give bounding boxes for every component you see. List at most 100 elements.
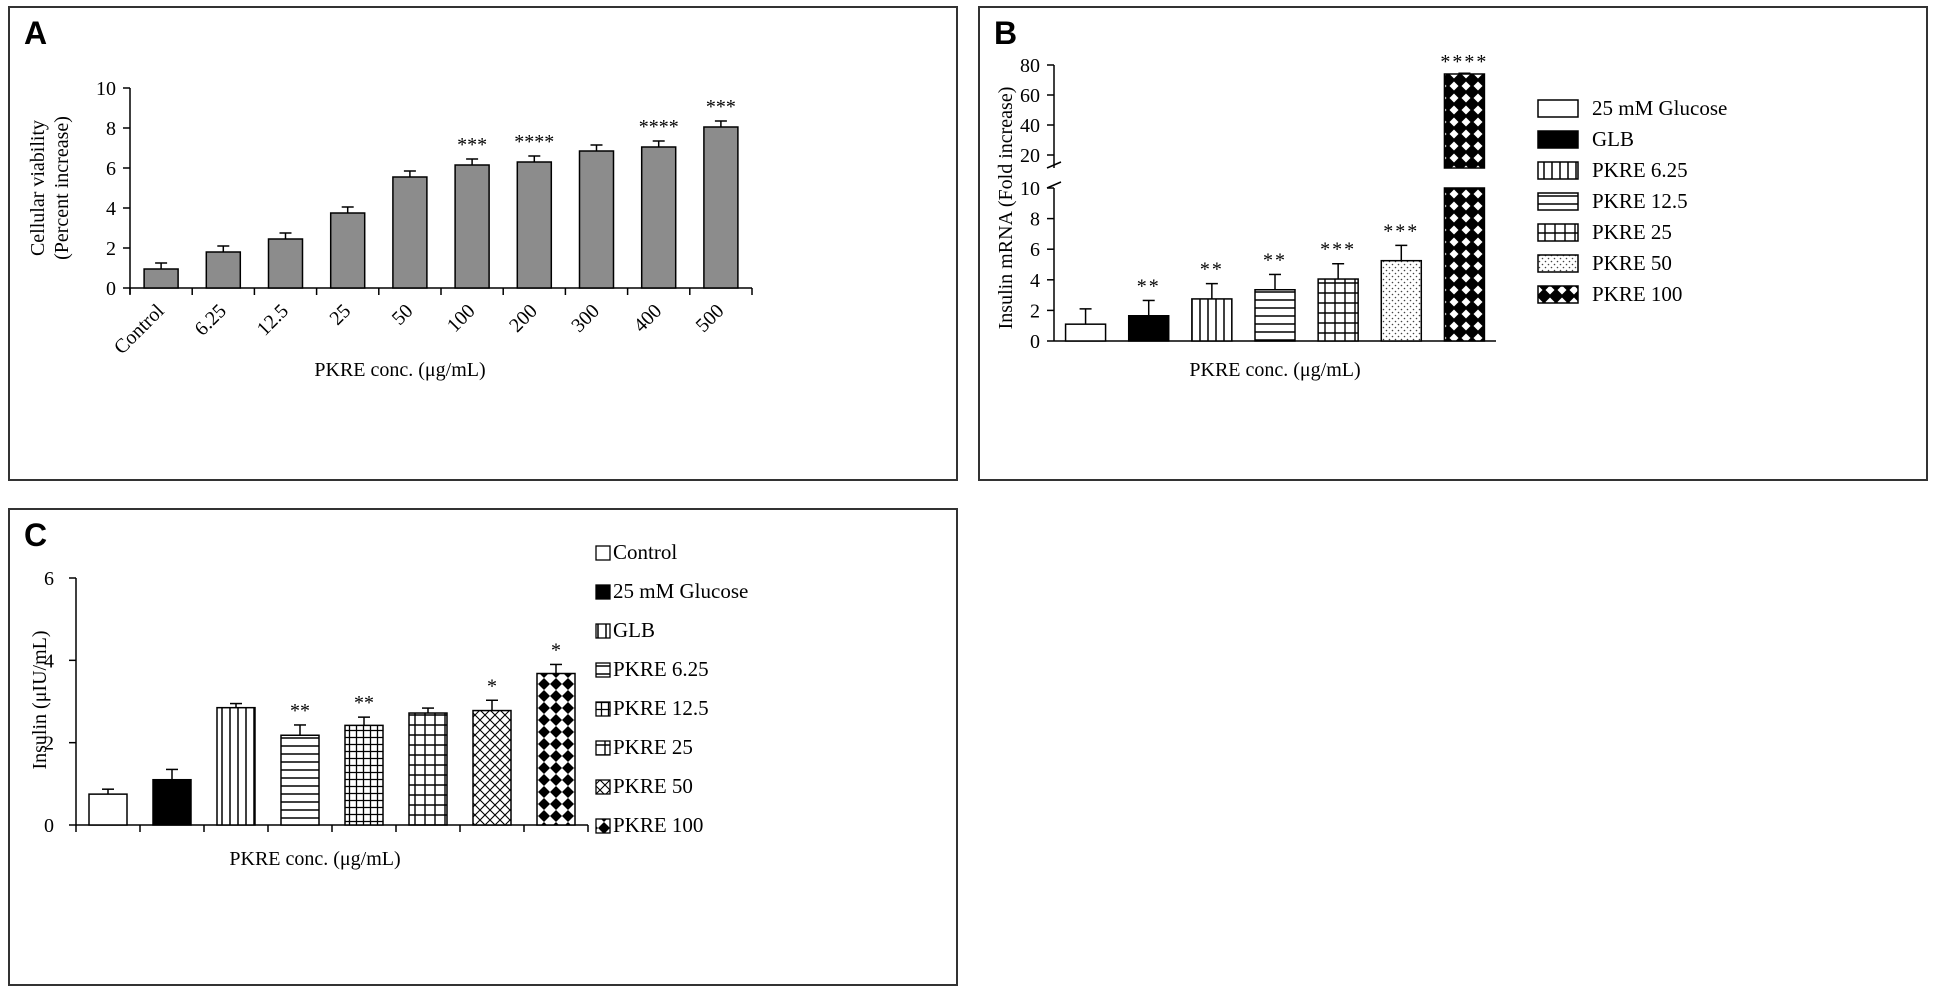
legend-label-b-2: PKRE 6.25 <box>1592 158 1688 182</box>
bar-a-3 <box>329 212 366 289</box>
legend-label-b-0: 25 mM Glucose <box>1592 96 1727 120</box>
legend-swatch-c-0 <box>595 545 611 561</box>
y-tick-label-b: 4 <box>1030 270 1040 292</box>
legend-swatch-b-2 <box>1537 161 1579 180</box>
y-tick-label-a: 8 <box>106 118 116 140</box>
legend-label-b-1: GLB <box>1592 127 1634 151</box>
legend-swatch-b-0 <box>1537 99 1579 118</box>
legend-swatch-c-6 <box>595 779 611 795</box>
panel-label-c: C <box>24 517 47 553</box>
significance-b-2: ** <box>1200 259 1224 281</box>
panel-label-b: B <box>994 15 1017 51</box>
x-tick-label-a-3: 25 <box>326 300 356 330</box>
legend-swatch-b-6 <box>1537 285 1579 304</box>
x-tick-label-a-0: Control <box>110 300 169 359</box>
bar-b-1 <box>1127 315 1170 342</box>
bar-c-5 <box>408 712 448 826</box>
y-tick-label-c: 0 <box>44 815 54 837</box>
significance-c-7: * <box>551 639 561 661</box>
y-axis-label-c: Insulin (μIU/mL) <box>29 630 51 769</box>
panel-a: A 0 2 4 6 8 10 Control 6.25 12.5 25 50 *** 100 **** 200… <box>8 6 958 481</box>
legend-swatch-c-1 <box>595 584 611 600</box>
x-tick-label-a-8: 400 <box>629 300 666 337</box>
y-tick-label-b: 10 <box>1020 178 1040 200</box>
significance-b-1: ** <box>1137 275 1161 297</box>
y-tick-label-b: 8 <box>1030 209 1040 231</box>
legend-swatch-c-3 <box>595 662 611 678</box>
bar-a-1 <box>205 251 242 289</box>
y-tick-label-a: 6 <box>106 158 116 180</box>
legend-label-c-5: PKRE 25 <box>613 735 693 759</box>
significance-b-6: **** <box>1440 51 1488 73</box>
legend-swatch-c-5 <box>595 740 611 756</box>
bar-c-4 <box>344 724 384 826</box>
bar-c-7 <box>536 672 576 826</box>
legend-swatch-b-5 <box>1537 254 1579 273</box>
bar-c-0 <box>88 793 128 826</box>
significance-a-8: **** <box>639 116 679 138</box>
legend-label-c-1: 25 mM Glucose <box>613 579 748 603</box>
bar-a-8 <box>640 146 677 289</box>
legend-swatch-c-2 <box>595 623 611 639</box>
x-tick-label-a-4: 50 <box>388 300 418 330</box>
bar-b-6-lower <box>1443 187 1486 342</box>
x-axis-label-b: PKRE conc. (μg/mL) <box>1189 359 1360 381</box>
bar-a-9 <box>703 126 739 289</box>
bar-a-6 <box>516 161 553 289</box>
bar-b-0 <box>1064 323 1107 342</box>
y-tick-label-b: 0 <box>1030 331 1040 353</box>
y-tick-label-a: 2 <box>106 238 116 260</box>
axis-break-b <box>1046 161 1062 169</box>
bar-b-3 <box>1254 288 1296 342</box>
significance-b-3: ** <box>1263 249 1287 271</box>
significance-a-9: *** <box>706 96 736 118</box>
y-tick-label-a: 0 <box>106 278 116 300</box>
y-axis-label-b: Insulin mRNA (Fold increase) <box>995 87 1017 330</box>
bar-a-5 <box>454 164 490 289</box>
panel-c: C 0 2 4 6 ** ** * * PKRE conc. (μg/mL) Insulin (μI… <box>8 508 958 986</box>
y-tick-label-a: 10 <box>96 78 116 100</box>
panel-b: B 0 2 4 6 8 10 20 40 60 80 ** ** ** *** *** **** PKRE con… <box>978 6 1928 481</box>
bar-b-6-upper <box>1443 73 1486 169</box>
y-tick-label-b: 20 <box>1020 145 1040 167</box>
legend-swatch-c-4 <box>595 701 611 717</box>
x-tick-label-a-2: 12.5 <box>253 300 293 340</box>
y-tick-label-b: 60 <box>1020 85 1040 107</box>
legend-swatch-b-4 <box>1537 223 1579 242</box>
x-axis-label-c: PKRE conc. (μg/mL) <box>229 848 400 870</box>
y-axis-label-a-2: (Percent increase) <box>51 116 73 260</box>
bar-a-4 <box>392 176 428 289</box>
legend-label-c-0: Control <box>613 540 677 564</box>
legend-label-b-6: PKRE 100 <box>1592 282 1682 306</box>
legend-swatch-b-1 <box>1537 130 1579 149</box>
bar-c-2 <box>216 706 256 826</box>
x-tick-label-a-5: 100 <box>443 300 480 337</box>
legend-swatch-b-3 <box>1537 192 1579 211</box>
y-tick-label-b: 2 <box>1030 300 1040 322</box>
x-tick-label-a-1: 6.25 <box>191 300 231 340</box>
x-axis-label-a: PKRE conc. (μg/mL) <box>314 359 485 381</box>
y-axis-label-a-1: Cellular viability <box>27 120 49 256</box>
bar-b-2 <box>1191 298 1233 342</box>
bar-c-3 <box>280 734 320 826</box>
significance-b-4: *** <box>1320 239 1356 261</box>
chart-a-svg: A 0 2 4 6 8 10 Control 6.25 12.5 25 50 *** 100 **** 200… <box>24 15 753 381</box>
significance-c-6: * <box>487 675 497 697</box>
x-tick-label-a-9: 500 <box>692 300 729 337</box>
y-tick-label-b: 80 <box>1020 55 1040 77</box>
legend-swatch-c-7 <box>595 818 611 834</box>
axis-break-b <box>1046 181 1062 189</box>
legend-label-c-4: PKRE 12.5 <box>613 696 709 720</box>
bar-a-2 <box>267 238 304 289</box>
bar-c-1 <box>152 778 192 826</box>
bar-a-7 <box>578 150 615 289</box>
bar-a-0 <box>143 268 179 289</box>
legend-label-b-3: PKRE 12.5 <box>1592 189 1688 213</box>
significance-a-5: *** <box>457 134 487 156</box>
legend-label-c-6: PKRE 50 <box>613 774 693 798</box>
legend-label-c-7: PKRE 100 <box>613 813 703 837</box>
significance-b-5: *** <box>1383 220 1419 242</box>
bar-c-6 <box>472 709 512 826</box>
